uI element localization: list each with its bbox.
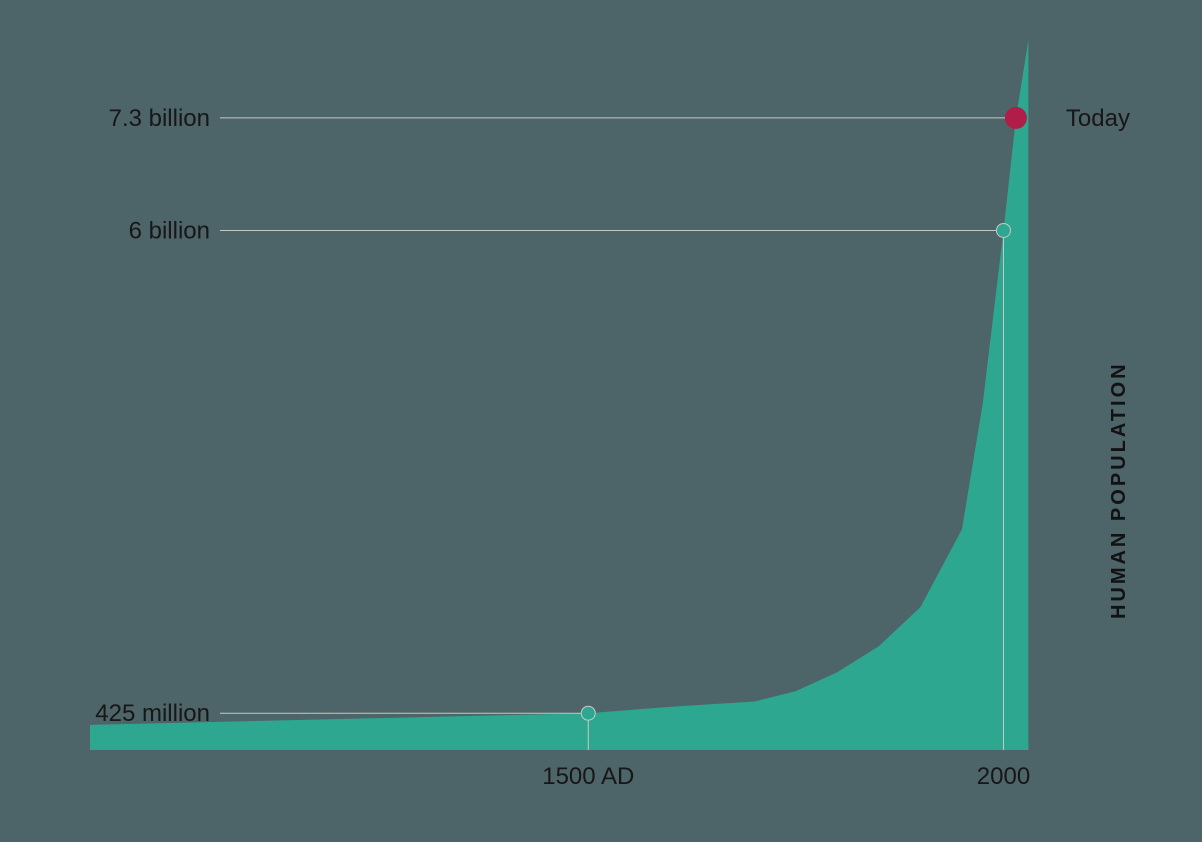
xtick-label: 1500 AD (542, 763, 634, 790)
today-label-text: Today (1066, 105, 1130, 132)
ytick-label: 7.3 billion (109, 105, 210, 132)
ytick-label: 425 million (95, 700, 210, 727)
xtick-label: 2000 (977, 763, 1030, 790)
population-area-chart: 425 million 6 billion 7.3 billion 1500 AD 20… (0, 0, 1202, 842)
today-dot (1005, 107, 1027, 129)
annotation-dot (581, 706, 595, 720)
y-axis-title: HUMAN POPULATION (1108, 361, 1130, 619)
annotation-dot (996, 223, 1010, 237)
ytick-label: 6 billion (129, 217, 210, 244)
